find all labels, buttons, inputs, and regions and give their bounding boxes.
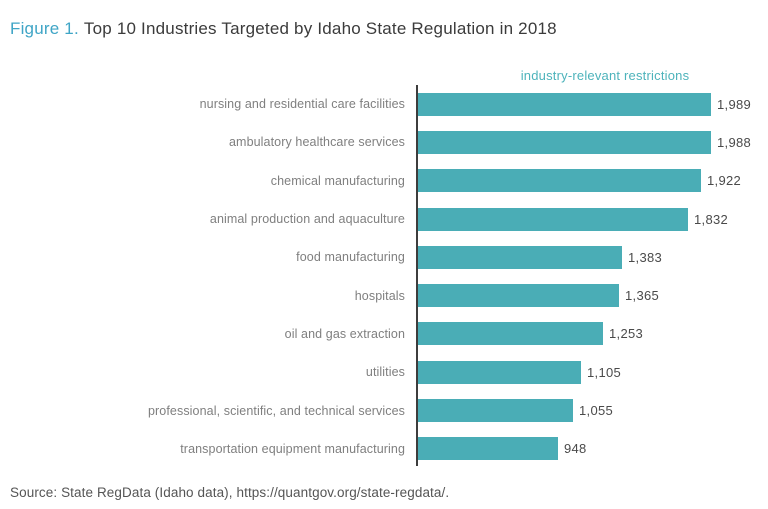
bar-row: transportation equipment manufacturing 94… (0, 430, 768, 468)
figure-title-text: Top 10 Industries Targeted by Idaho Stat… (83, 19, 557, 38)
bar-area: 1,832 (418, 207, 768, 231)
chart-y-axis-line (416, 85, 418, 466)
bar-area: 1,988 (418, 130, 768, 154)
bar-area: 1,989 (418, 92, 768, 116)
bar-value-label: 948 (564, 441, 587, 457)
bar-value-label: 1,253 (609, 326, 644, 342)
bar-area: 1,253 (418, 322, 768, 346)
bar (418, 437, 558, 461)
bar-value-label: 1,383 (628, 249, 663, 265)
category-label: utilities (365, 365, 405, 380)
bar-chart-rows: nursing and residential care facilities 1… (0, 85, 768, 468)
bar-row: animal production and aquaculture 1,832 (0, 200, 768, 238)
bar (418, 322, 603, 346)
bar-value-label: 1,832 (694, 211, 729, 227)
bar-area: 1,383 (418, 245, 768, 269)
bar-value-label: 1,055 (579, 403, 614, 419)
figure-number-label: Figure 1. (10, 19, 79, 38)
bar-row: nursing and residential care facilities 1… (0, 85, 768, 123)
series-header-label: industry-relevant restrictions (520, 68, 690, 83)
bar (418, 130, 711, 154)
category-label: nursing and residential care facilities (199, 97, 405, 112)
bar (418, 169, 701, 193)
bar-row: hospitals 1,365 (0, 276, 768, 314)
category-label: hospitals (354, 288, 405, 303)
bar-row: oil and gas extraction 1,253 (0, 315, 768, 353)
bar-area: 1,055 (418, 399, 768, 423)
bar (418, 92, 711, 116)
bar (418, 360, 581, 384)
category-label: oil and gas extraction (284, 326, 405, 341)
source-note: Source: State RegData (Idaho data), http… (10, 485, 450, 500)
bar-value-label: 1,922 (707, 173, 742, 189)
category-label: transportation equipment manufacturing (180, 441, 405, 456)
bar-value-label: 1,365 (625, 288, 660, 304)
category-label: professional, scientific, and technical … (147, 403, 405, 418)
bar-value-label: 1,988 (717, 134, 752, 150)
bar-area: 1,365 (418, 284, 768, 308)
bar-area: 1,922 (418, 169, 768, 193)
bar (418, 207, 688, 231)
bar-row: utilities 1,105 (0, 353, 768, 391)
bar-row: ambulatory healthcare services 1,988 (0, 123, 768, 161)
bar (418, 284, 619, 308)
category-label: chemical manufacturing (270, 173, 405, 188)
bar-row: chemical manufacturing 1,922 (0, 162, 768, 200)
category-label: ambulatory healthcare services (229, 135, 405, 150)
bar-area: 948 (418, 437, 768, 461)
bar (418, 245, 622, 269)
bar (418, 399, 573, 423)
category-label: food manufacturing (296, 250, 405, 265)
bar-value-label: 1,989 (717, 96, 752, 112)
figure-title: Figure 1. Top 10 Industries Targeted by I… (10, 18, 557, 40)
bar-row: food manufacturing 1,383 (0, 238, 768, 276)
bar-row: professional, scientific, and technical … (0, 391, 768, 429)
category-label: animal production and aquaculture (209, 212, 405, 227)
bar-value-label: 1,105 (587, 364, 622, 380)
bar-area: 1,105 (418, 360, 768, 384)
